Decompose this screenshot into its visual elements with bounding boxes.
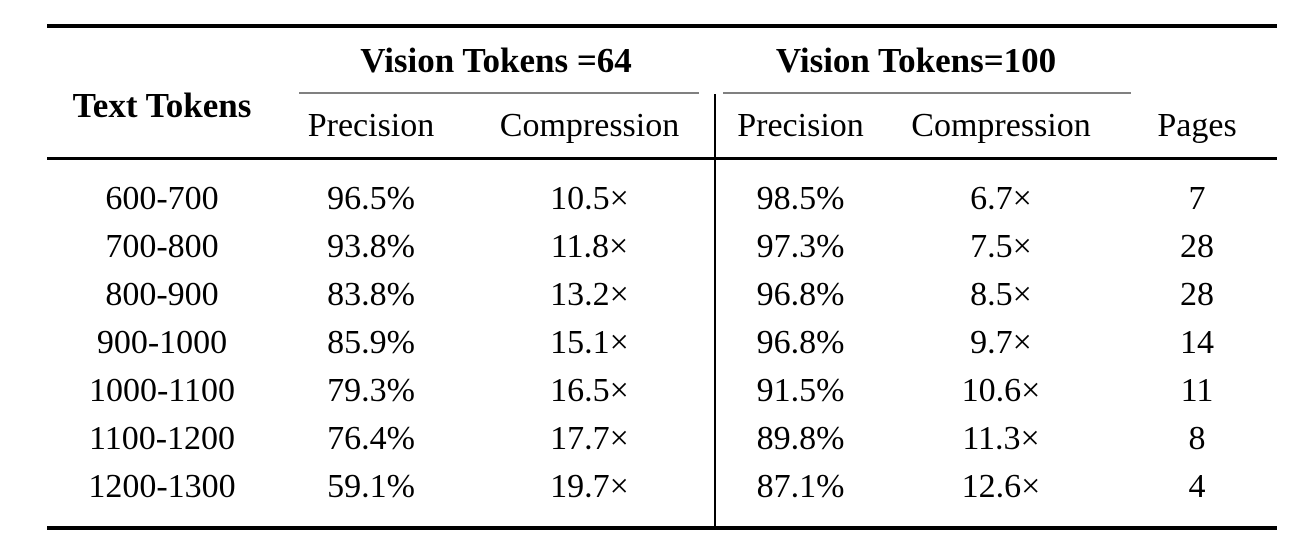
cell-compression-64: 16.5× <box>465 367 717 415</box>
cell-precision-64: 96.5% <box>327 180 415 217</box>
cell-compression-64: 15.1× <box>465 319 717 367</box>
cell-text-tokens: 600-700 <box>105 180 219 217</box>
table-row: 1100-1200 76.4% 17.7× 89.8% 11.3× 8 <box>47 415 1277 463</box>
cell-text-tokens: 1200-1300 <box>88 468 236 505</box>
sub-header-row: Precision Compression Precision Compress… <box>47 94 1278 160</box>
cell-text-tokens: 800-900 <box>105 276 219 313</box>
table-row: 1000-1100 79.3% 16.5× 91.5% 10.6× 11 <box>47 367 1277 415</box>
column-header-text-tokens: Text Tokens <box>47 26 277 160</box>
column-header-pages: Pages <box>1117 94 1278 160</box>
cell-text-tokens: 700-800 <box>105 228 219 265</box>
column-header-precision-64: Precision <box>277 94 465 160</box>
cell-pages: 11 <box>1180 372 1214 409</box>
cell-text-tokens: 1000-1100 <box>88 372 236 409</box>
table-row: 600-700 96.5% 10.5× 98.5% 6.7× 7 <box>47 158 1277 223</box>
group-header-spacer <box>1117 26 1277 94</box>
cell-precision-64: 59.1% <box>327 468 415 505</box>
group-header-vision-tokens-100: Vision Tokens=100 <box>715 26 1132 94</box>
cell-compression-64: 17.7× <box>465 415 717 463</box>
cell-precision-100: 96.8% <box>756 324 845 361</box>
cell-compression-64: 13.2× <box>465 271 717 319</box>
cell-compression-64: 19.7× <box>465 463 717 528</box>
table-header: Text Tokens Vision Tokens =64 Vision Tok… <box>47 26 1278 160</box>
cell-precision-64: 76.4% <box>327 420 415 457</box>
cell-precision-100: 97.3% <box>756 228 845 265</box>
group-header-vision-tokens-64: Vision Tokens =64 <box>277 26 715 94</box>
cell-precision-100: 89.8% <box>756 420 845 457</box>
cell-precision-64: 79.3% <box>327 372 415 409</box>
cell-pages: 8 <box>1188 420 1206 457</box>
column-header-compression-100: Compression <box>885 94 1118 160</box>
cell-precision-100: 98.5% <box>756 180 845 217</box>
table-body: 600-700 96.5% 10.5× 98.5% 6.7× 7 700-800… <box>47 158 1277 528</box>
cell-compression-100: 6.7× <box>970 180 1032 217</box>
column-header-compression-64: Compression <box>465 94 717 160</box>
table-row: 1200-1300 59.1% 19.7× 87.1% 12.6× 4 <box>47 463 1277 528</box>
cell-precision-64: 83.8% <box>327 276 415 313</box>
cell-pages: 4 <box>1188 468 1206 505</box>
cell-compression-100: 9.7× <box>970 324 1032 361</box>
cell-precision-64: 85.9% <box>327 324 415 361</box>
cell-compression-64: 11.8× <box>465 223 717 271</box>
cell-text-tokens: 1100-1200 <box>88 420 236 457</box>
cell-precision-64: 93.8% <box>327 228 415 265</box>
cell-compression-100: 11.3× <box>962 420 1040 457</box>
cell-pages: 14 <box>1180 324 1215 361</box>
cell-compression-100: 12.6× <box>961 468 1041 505</box>
cell-pages: 28 <box>1180 276 1215 313</box>
results-table: Text Tokens Vision Tokens =64 Vision Tok… <box>47 24 1278 530</box>
cell-text-tokens: 900-1000 <box>96 324 228 361</box>
table-row: 900-1000 85.9% 15.1× 96.8% 9.7× 14 <box>47 319 1277 367</box>
cell-precision-100: 96.8% <box>756 276 845 313</box>
cell-compression-64: 10.5× <box>465 158 717 223</box>
results-table-container: Text Tokens Vision Tokens =64 Vision Tok… <box>47 24 1278 530</box>
cell-compression-100: 10.6× <box>961 372 1041 409</box>
group-header-row: Text Tokens Vision Tokens =64 Vision Tok… <box>47 26 1277 160</box>
cell-compression-100: 7.5× <box>970 228 1032 265</box>
cell-pages: 28 <box>1180 228 1215 265</box>
cell-compression-100: 8.5× <box>970 276 1032 313</box>
cell-precision-100: 91.5% <box>756 372 845 409</box>
table-row: 800-900 83.8% 13.2× 96.8% 8.5× 28 <box>47 271 1277 319</box>
cell-precision-100: 87.1% <box>756 468 845 505</box>
table-row: 700-800 93.8% 11.8× 97.3% 7.5× 28 <box>47 223 1277 271</box>
column-header-precision-100: Precision <box>715 94 886 160</box>
cell-pages: 7 <box>1188 180 1206 217</box>
